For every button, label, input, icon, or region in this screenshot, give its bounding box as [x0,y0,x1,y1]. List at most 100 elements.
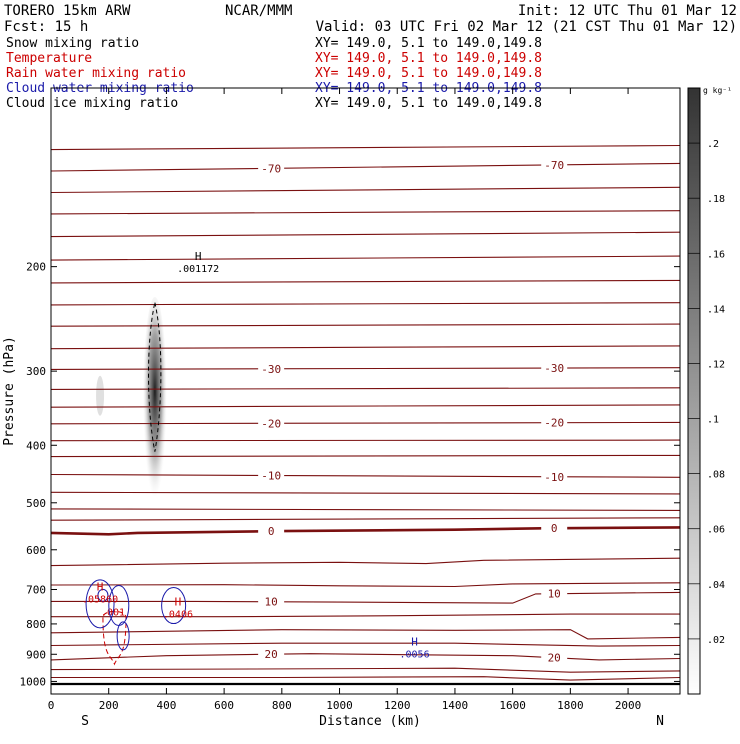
isotherm-line [51,186,680,194]
isotherm-line [51,345,680,350]
colorbar-tick-label: .08 [707,470,725,481]
isotherm-line [51,473,680,478]
x-tick-label: 1400 [442,699,469,712]
max-value-label: .0406 [163,610,193,621]
isotherm-label-bg [541,651,568,664]
cloud-water-contour [116,621,130,651]
snow-shading [96,375,105,416]
center-title: NCAR/MMM [225,3,292,19]
y-tick-label: 500 [26,497,46,510]
snow-shading [142,296,167,508]
colorbar-tick-label: .12 [707,359,725,370]
isotherm-line [51,667,680,673]
isotherm-line [51,454,680,458]
model-title: TORERO 15km ARW [4,3,131,19]
x-tick-label: 1200 [384,699,411,712]
x-tick-label: 400 [156,699,176,712]
max-value-label: .0056 [399,650,429,661]
field-name-temperature: Temperature [6,51,92,66]
max-marker-label: H [97,581,104,594]
colorbar-tick-label: .16 [707,249,725,260]
isotherm-label-bg [541,470,568,483]
isotherm-label: 10 [548,588,561,601]
isotherm-label-bg [541,158,568,171]
isotherm-line [51,613,680,618]
rain-water-contour [102,610,127,666]
cloud-ice-contour [148,302,162,452]
field-name-snow: Snow mixing ratio [6,36,139,51]
isotherm-label: 10 [265,596,278,609]
colorbar-tick-label: .04 [707,580,725,591]
isotherm-label: -30 [261,363,281,376]
isotherm-line [51,642,680,647]
x-tick-label: 1000 [326,699,353,712]
x-tick-label: 600 [214,699,234,712]
isotherm-line [51,231,680,238]
max-value-label: .05860 [82,595,118,606]
colorbar-tick-label: .1 [707,415,719,426]
isotherm-line [51,491,680,495]
forecast-hour: Fcst: 15 h [4,19,88,35]
isotherm-line [51,557,680,567]
colorbar-tick-label: .2 [707,139,719,150]
field-name-rain: Rain water mixing ratio [6,66,186,81]
isotherm-line [51,302,680,306]
plot-frame [50,87,681,695]
y-tick-label: 200 [26,261,46,274]
isotherm-label: 0 [551,522,558,535]
isotherm-label-bg [258,469,285,482]
isotherm-line [51,323,680,327]
x-axis-label: Distance (km) [319,714,421,729]
x-tick-label: 200 [99,699,119,712]
y-tick-label: 900 [26,648,46,661]
cloud-water-contour [161,587,187,625]
x-endpoint-right: N [656,714,664,729]
cloud-water-contour [85,579,115,629]
x-tick-label: 800 [272,699,292,712]
isotherm-label-bg [541,362,568,375]
isotherm-label: -30 [544,362,564,375]
isotherm-label-bg [258,525,285,538]
isotherm-label: -20 [261,417,281,430]
colorbar-tick-label: .02 [707,635,725,646]
isotherm-line [51,162,680,172]
y-axis-label: Pressure (hPa) [2,336,17,446]
x-tick-label: 1800 [557,699,584,712]
max-value-label: .001172 [177,264,219,275]
isotherm-label: -20 [544,417,564,430]
max-marker-label: H [411,636,418,649]
isotherm-label-bg [258,648,285,661]
y-tick-label: 600 [26,544,46,557]
max-marker-label: H [195,250,202,263]
isotherm-label: -10 [544,471,564,484]
isotherm-line [51,255,680,261]
isotherm-line [51,144,680,151]
y-tick-label: 300 [26,365,46,378]
isotherm-line [51,653,680,661]
isotherm-line [51,404,680,408]
isotherm-label: 20 [265,648,278,661]
init-time: Init: 12 UTC Thu 01 Mar 12 [518,3,737,19]
x-endpoint-left: S [81,714,89,729]
isotherm-line [51,676,680,681]
isotherm-line [51,421,680,425]
isotherm-line [51,387,680,390]
field-xsect-temperature: XY= 149.0, 5.1 to 149.0,149.8 [315,51,542,66]
isotherm-line [51,526,680,536]
colorbar-unit: g kg⁻¹ [703,86,732,95]
y-tick-label: 800 [26,618,46,631]
isotherm-label: -70 [544,159,564,172]
x-tick-label: 2000 [615,699,642,712]
field-name-cloud-ice: Cloud ice mixing ratio [6,96,178,111]
colorbar-tick-label: .18 [707,194,725,205]
isotherm-label: -10 [261,469,281,482]
y-tick-label: 400 [26,439,46,452]
isotherm-label-bg [258,162,285,175]
colorbar-tick-label: .14 [707,304,725,315]
isotherm-line [51,210,680,215]
isotherm-label: -70 [261,162,281,175]
isotherm-line [51,517,680,521]
isotherm-label: 20 [548,652,561,665]
